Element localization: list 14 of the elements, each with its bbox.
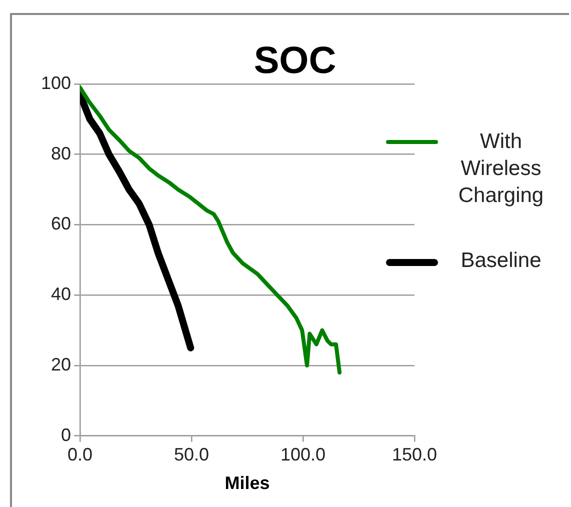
y-tick-label: 0 (61, 424, 72, 445)
x-tick-label: 50.0 (174, 444, 210, 465)
x-tick-label: 100.0 (280, 444, 326, 465)
y-tick-label: 60 (51, 214, 72, 234)
y-tick-label: 100 (40, 72, 72, 93)
legend-label: Baseline (460, 248, 542, 274)
y-tick-label: 20 (51, 354, 72, 374)
y-tick-label: 40 (51, 284, 72, 304)
x-tick-label: 150.0 (392, 444, 437, 465)
x-axis-title: Miles (224, 473, 270, 494)
x-tick-label: 0.0 (68, 444, 93, 465)
legend-label: With Wireless Charging (457, 129, 545, 209)
y-tick-label: 80 (51, 143, 72, 164)
chart-title: SOC (252, 40, 338, 83)
